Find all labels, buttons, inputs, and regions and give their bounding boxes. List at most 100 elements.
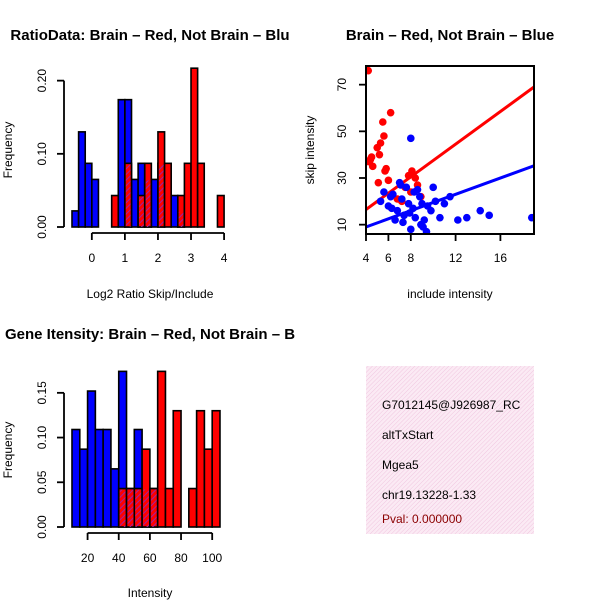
location-text: chr19.13228-1.33 [382, 488, 476, 502]
point-brain-14 [384, 176, 393, 185]
bar-notbrain-0-11 [170, 194, 179, 228]
bar-brain-0-5 [163, 162, 172, 228]
point-notbrain-21 [436, 213, 444, 222]
point-brain-17 [404, 171, 413, 180]
bar-brain-2-7 [172, 409, 182, 528]
point-brain-8 [380, 132, 388, 140]
y-tick-label-0-0: 0.00 [35, 215, 49, 239]
bar-brain-2-8 [188, 487, 198, 528]
y-tick-label-2-2: 0.10 [35, 426, 49, 450]
point-notbrain-11 [407, 134, 415, 143]
x-tick-label-0-2: 2 [155, 251, 162, 265]
bar-notbrain-0-4 [117, 98, 126, 228]
bar-overlap-0-8 [145, 180, 151, 227]
fit-line-brain [366, 85, 534, 211]
y-tick-label-2-0: 0.00 [35, 515, 49, 539]
scatter-x-tick-label-4: 16 [494, 251, 508, 265]
bar-overlap-0-7 [139, 196, 144, 227]
pval-text: Pval: 0.000000 [382, 512, 462, 526]
ratio-histogram-xlabel: Log2 Ratio Skip/Include [87, 287, 214, 301]
point-brain-12 [374, 178, 383, 187]
scatter-y-tick-label-2: 50 [335, 124, 349, 138]
bar-notbrain-0-2 [84, 162, 93, 228]
bar-notbrain-0-3 [91, 178, 100, 228]
scatter-x-tick-label-2: 8 [407, 251, 414, 265]
bar-brain-2-11 [211, 409, 221, 528]
point-notbrain-15 [415, 192, 424, 201]
bar-overlap-2-10 [150, 489, 157, 527]
point-brain-16 [411, 174, 420, 182]
bar-brain-0-10 [216, 194, 225, 228]
intensity-scatter-xlabel: include intensity [407, 287, 492, 301]
point-brain-11 [386, 108, 395, 117]
x-tick-label-0-3: 3 [188, 251, 195, 265]
scatter-y-tick-label-3: 70 [335, 78, 349, 92]
bar-notbrain-2-2 [86, 390, 97, 528]
y-tick-label-2-1: 0.05 [35, 470, 49, 494]
info-panel-background [366, 366, 534, 534]
point-brain-9 [379, 118, 387, 126]
point-brain-13 [381, 167, 389, 175]
probe-id-text: G7012145@J926987_RC [382, 398, 521, 412]
y-tick-label-0-2: 0.20 [35, 69, 49, 93]
gene-name-text: Mgea5 [382, 458, 419, 472]
scatter-x-tick-label-1: 6 [385, 251, 392, 265]
bar-overlap-0-5 [125, 164, 131, 227]
x-tick-label-2-4: 100 [202, 551, 222, 565]
bar-brain-0-7 [183, 162, 192, 228]
point-notbrain-31 [391, 216, 399, 224]
bar-brain-2-5 [156, 370, 167, 528]
bar-overlap-2-7 [127, 489, 134, 527]
bar-notbrain-2-5 [110, 468, 120, 528]
point-notbrain-39 [429, 183, 438, 192]
bar-brain-2-9 [195, 409, 206, 528]
intensity-scatter-title: Brain – Red, Not Brain – Blue [346, 27, 554, 44]
bar-overlap-2-8 [135, 489, 142, 527]
x-tick-label-0-1: 1 [122, 251, 129, 265]
y-tick-label-0-1: 0.10 [35, 142, 49, 166]
point-notbrain-20 [431, 197, 440, 206]
point-notbrain-4 [389, 190, 397, 199]
event-type-text: altTxStart [382, 428, 434, 442]
point-notbrain-30 [399, 218, 407, 227]
bar-notbrain-0-6 [130, 178, 139, 228]
ratio-histogram-title: RatioData: Brain – Red, Not Brain – Blu [10, 27, 289, 44]
point-notbrain-28 [527, 213, 534, 222]
point-notbrain-38 [419, 223, 427, 231]
bar-notbrain-0-9 [150, 178, 159, 228]
point-notbrain-29 [407, 225, 415, 234]
gene-intensity-histogram-ylabel: Frequency [1, 422, 15, 479]
point-notbrain-34 [405, 209, 414, 217]
point-brain-6 [375, 150, 384, 159]
point-notbrain-13 [411, 213, 420, 222]
bar-overlap-2-6 [119, 489, 126, 527]
scatter-x-tick-label-3: 12 [449, 251, 463, 265]
x-tick-label-2-0: 20 [81, 551, 95, 565]
point-notbrain-36 [387, 204, 396, 213]
intensity-scatter: Brain – Red, Not Brain – Blue include in… [303, 27, 554, 301]
point-brain-7 [376, 139, 385, 147]
point-notbrain-23 [446, 192, 454, 201]
bar-notbrain-0-1 [77, 131, 87, 228]
point-notbrain-25 [463, 213, 471, 222]
gene-intensity-histogram: Gene Itensity: Brain – Red, Not Brain – … [1, 326, 295, 600]
scatter-x-tick-label-0: 4 [363, 251, 370, 265]
x-tick-label-2-3: 80 [174, 551, 188, 565]
bar-notbrain-2-3 [94, 428, 104, 528]
bar-brain-2-10 [203, 448, 213, 528]
point-notbrain-24 [454, 216, 462, 224]
point-brain-4 [367, 153, 376, 161]
bar-brain-0-9 [196, 162, 206, 228]
point-notbrain-22 [440, 199, 449, 208]
point-notbrain-0 [376, 197, 385, 206]
bar-brain-0-8 [190, 67, 199, 228]
point-notbrain-26 [476, 206, 485, 215]
point-notbrain-37 [410, 188, 418, 196]
x-tick-label-2-1: 40 [112, 551, 126, 565]
info-panel: G7012145@J926987_RC altTxStart Mgea5 chr… [366, 366, 534, 534]
bar-brain-2-6 [164, 487, 175, 528]
bar-overlap-0-12 [178, 211, 184, 227]
scatter-frame [365, 65, 535, 235]
